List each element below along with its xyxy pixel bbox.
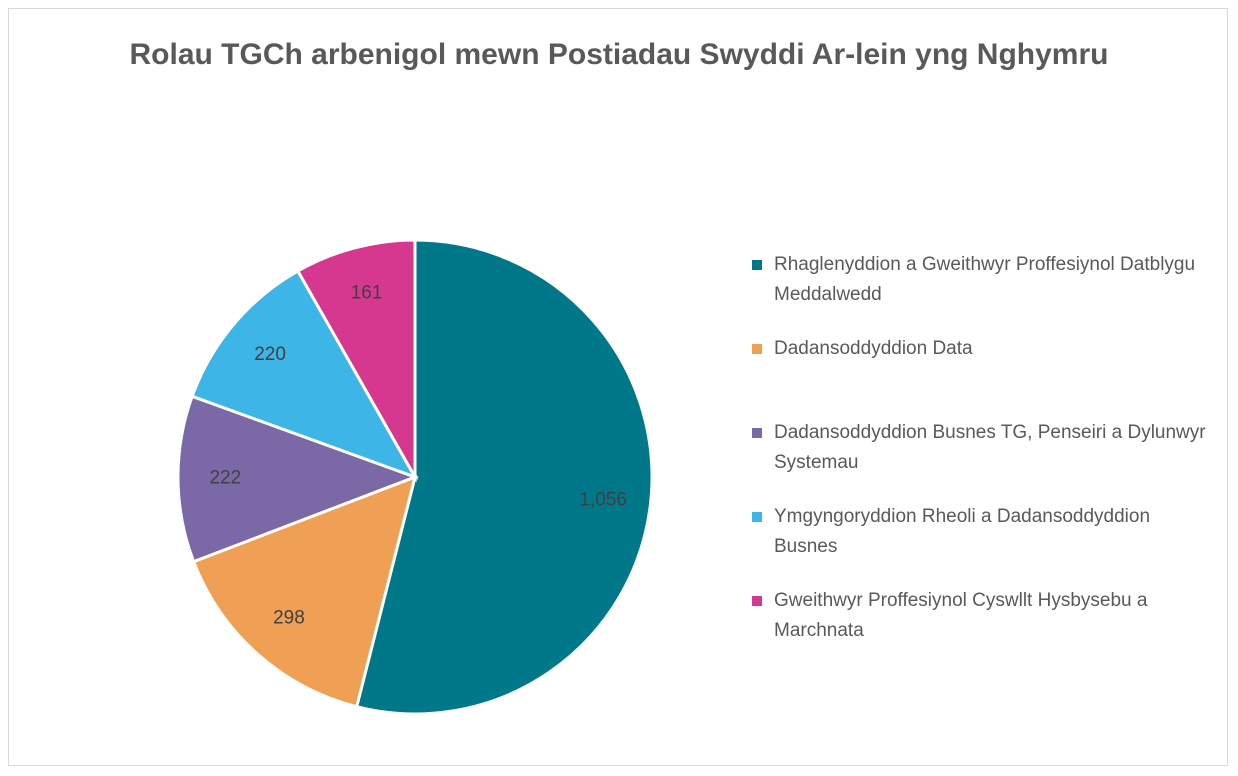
- legend-swatch: [752, 428, 762, 438]
- data-label: 161: [351, 283, 383, 304]
- pie-slice: [176, 394, 420, 564]
- legend-item: Dadansoddyddion Data: [752, 334, 1212, 418]
- chart-border: [8, 8, 1228, 766]
- legend-swatch: [752, 260, 762, 270]
- legend-swatch: [752, 596, 762, 606]
- data-label: 1,056: [579, 490, 627, 511]
- pie-slice: [190, 268, 419, 480]
- pie-slice: [295, 238, 417, 483]
- pie-slice: [354, 238, 654, 716]
- legend-label: Ymgyngoryddion Rheoli a Dadansoddyddion …: [774, 506, 1151, 557]
- legend-label: Gweithwyr Proffesiynol Cyswllt Hysbysebu…: [774, 590, 1148, 641]
- legend-item: Gweithwyr Proffesiynol Cyswllt Hysbysebu…: [752, 586, 1212, 670]
- legend: Rhaglenyddion a Gweithwyr Proffesiynol D…: [752, 250, 1212, 670]
- legend-swatch: [752, 512, 762, 522]
- data-label: 220: [254, 344, 286, 365]
- legend-label: Rhaglenyddion a Gweithwyr Proffesiynol D…: [774, 254, 1196, 305]
- legend-swatch: [752, 344, 762, 354]
- pie-slice: [191, 474, 418, 709]
- data-label: 298: [273, 608, 305, 629]
- legend-item: Dadansoddyddion Busnes TG, Penseiri a Dy…: [752, 418, 1212, 502]
- legend-item: Ymgyngoryddion Rheoli a Dadansoddyddion …: [752, 502, 1212, 586]
- legend-label: Dadansoddyddion Busnes TG, Penseiri a Dy…: [774, 422, 1206, 473]
- chart-title: Rolau TGCh arbenigol mewn Postiadau Swyd…: [129, 38, 1109, 71]
- data-label: 222: [210, 468, 242, 489]
- legend-item: Rhaglenyddion a Gweithwyr Proffesiynol D…: [752, 250, 1212, 334]
- legend-label: Dadansoddyddion Data: [774, 338, 973, 359]
